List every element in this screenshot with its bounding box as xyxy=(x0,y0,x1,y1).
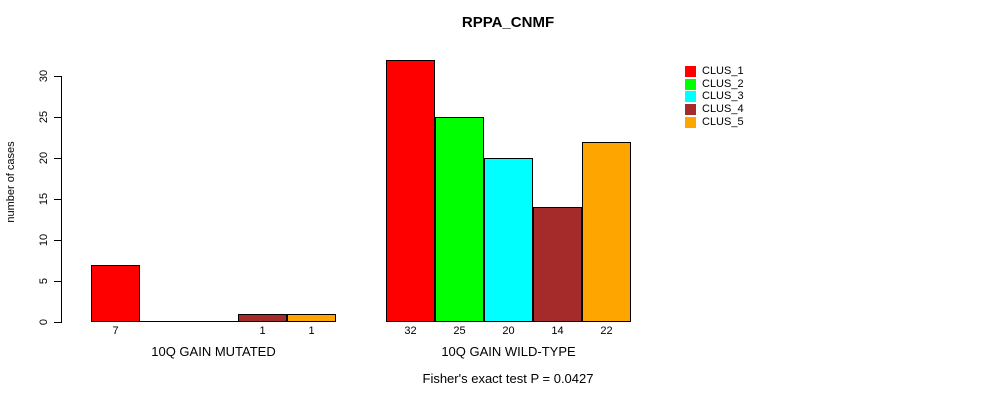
y-tick-label: 15 xyxy=(38,192,50,206)
legend-label: CLUS_3 xyxy=(702,90,744,102)
legend-label: CLUS_4 xyxy=(702,103,744,115)
bar xyxy=(238,314,287,322)
y-tick xyxy=(54,76,61,77)
y-tick xyxy=(54,281,61,282)
bar xyxy=(435,117,484,322)
chart-title: RPPA_CNMF xyxy=(461,14,555,31)
y-tick xyxy=(54,117,61,118)
legend-label: CLUS_5 xyxy=(702,116,744,128)
bar-value-label: 22 xyxy=(600,325,613,337)
y-tick-label: 10 xyxy=(38,233,50,247)
y-tick-label: 0 xyxy=(38,318,50,326)
legend-label: CLUS_2 xyxy=(702,78,744,90)
bar xyxy=(386,60,435,322)
group-label: 10Q GAIN MUTATED xyxy=(151,344,276,359)
bar xyxy=(484,158,533,322)
bar-value-label: 14 xyxy=(551,325,564,337)
fisher-test-annotation: Fisher's exact test P = 0.0427 xyxy=(422,371,594,386)
legend-swatch xyxy=(685,66,696,77)
y-tick xyxy=(54,322,61,323)
bar xyxy=(287,314,336,322)
legend-swatch xyxy=(685,117,696,128)
y-tick xyxy=(54,199,61,200)
y-tick-label: 25 xyxy=(38,110,50,124)
y-axis-label: number of cases xyxy=(5,141,17,223)
legend-swatch xyxy=(685,104,696,115)
bar xyxy=(533,207,582,322)
legend-label: CLUS_1 xyxy=(702,65,744,77)
bar-value-label: 32 xyxy=(404,325,417,337)
bar-value-label: 1 xyxy=(259,325,266,337)
bar-value-label: 20 xyxy=(502,325,515,337)
zero-height-bar xyxy=(189,321,238,322)
zero-height-bar xyxy=(140,321,189,322)
y-tick xyxy=(54,158,61,159)
y-tick-label: 30 xyxy=(38,69,50,83)
y-axis-line xyxy=(61,76,62,323)
y-tick-label: 5 xyxy=(38,277,50,285)
bar xyxy=(582,142,631,322)
y-tick xyxy=(54,240,61,241)
group-label: 10Q GAIN WILD-TYPE xyxy=(441,344,576,359)
y-tick-label: 20 xyxy=(38,151,50,165)
bar-value-label: 1 xyxy=(308,325,315,337)
bar-value-label: 25 xyxy=(453,325,466,337)
bar xyxy=(91,265,140,322)
legend-swatch xyxy=(685,91,696,102)
legend-swatch xyxy=(685,79,696,90)
bar-value-label: 7 xyxy=(112,325,119,337)
